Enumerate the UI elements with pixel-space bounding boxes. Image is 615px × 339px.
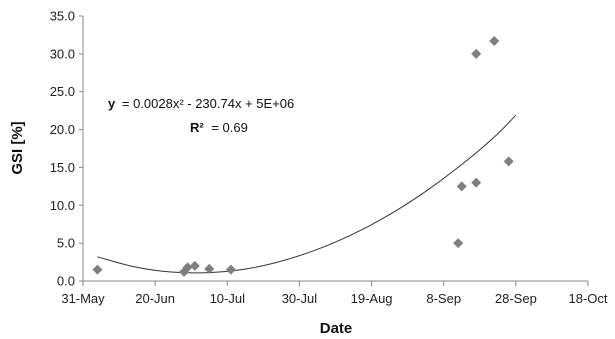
data-point: [471, 48, 482, 59]
trendline-r2-value: = 0.69: [211, 120, 248, 135]
y-tick-label: 10.0: [50, 198, 75, 213]
axes-layer: [82, 16, 588, 282]
y-tick-label: 15.0: [50, 160, 75, 175]
data-point: [471, 177, 482, 188]
data-point: [182, 262, 193, 273]
x-tick-label: 31-May: [61, 291, 105, 306]
trendline-equation-body: = 0.0028x² - 230.74x + 5E+06: [122, 96, 294, 111]
y-axis-title: GSI [%]: [9, 121, 26, 174]
trendline: [97, 114, 517, 274]
data-point: [503, 156, 514, 167]
y-tick-label: 35.0: [50, 9, 75, 24]
points-layer: [92, 35, 514, 277]
data-point: [225, 264, 236, 275]
data-point: [189, 260, 200, 271]
x-tick-label: 18-Oct: [568, 291, 607, 306]
trendline-equation-var: y: [108, 96, 116, 111]
data-point: [456, 181, 467, 192]
x-tick-label: 28-Sep: [495, 291, 537, 306]
trendline-r2: R² = 0.69: [190, 120, 248, 135]
data-point: [204, 263, 215, 274]
data-point: [489, 35, 500, 46]
x-tick-label: 20-Jun: [135, 291, 175, 306]
data-point: [453, 238, 464, 249]
x-tick-label: 8-Sep: [426, 291, 461, 306]
y-tick-label: 30.0: [50, 46, 75, 61]
x-axis-title: Date: [320, 320, 353, 337]
y-tick-label: 20.0: [50, 122, 75, 137]
y-tick-label: 5.0: [57, 236, 75, 251]
trendline-layer: [97, 114, 517, 274]
y-tick-label: 25.0: [50, 84, 75, 99]
y-ticks: 0.0 5.0 10.0 15.0 20.0 25.0 30.0 35.0: [50, 9, 83, 289]
data-point: [92, 264, 103, 275]
x-tick-label: 10-Jul: [210, 291, 246, 306]
x-tick-label: 19-Aug: [351, 291, 393, 306]
trendline-r2-var: R²: [190, 120, 204, 135]
x-ticks: 31-May 20-Jun 10-Jul 30-Jul 19-Aug 8-Sep 28-Se…: [61, 281, 608, 306]
x-tick-label: 30-Jul: [282, 291, 318, 306]
trendline-equation: y = 0.0028x² - 230.74x + 5E+06: [108, 96, 294, 111]
y-tick-label: 0.0: [57, 274, 75, 289]
